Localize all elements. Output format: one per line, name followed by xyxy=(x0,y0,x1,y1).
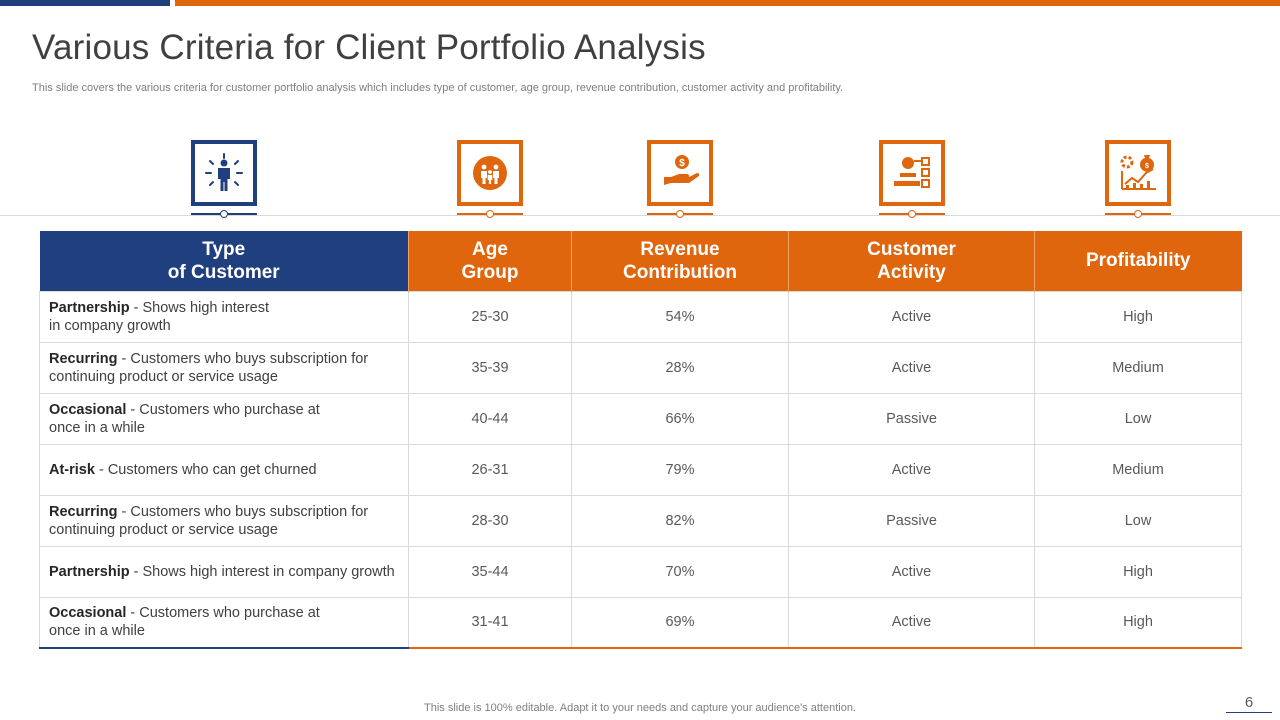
icon-connector-dot xyxy=(486,210,494,218)
svg-text:$: $ xyxy=(679,158,685,169)
cell-profitability: Low xyxy=(1034,392,1242,445)
cell-customer-type: At-risk - Customers who can get churned xyxy=(39,443,409,496)
cell-customer-type: Occasional - Customers who purchase at on… xyxy=(39,392,409,445)
cell-age-group: 25-30 xyxy=(408,290,572,343)
icon-connector-dot xyxy=(220,210,228,218)
icon-connector-dot xyxy=(1134,210,1142,218)
cell-profitability: Medium xyxy=(1034,341,1242,394)
cell-age-group: 35-44 xyxy=(408,545,572,598)
cell-revenue: 28% xyxy=(571,341,789,394)
table-row: Occasional - Customers who purchase at on… xyxy=(39,596,1242,649)
profit-growth-icon: $ xyxy=(1105,140,1171,206)
customer-activity-icon xyxy=(879,140,945,206)
cell-activity: Active xyxy=(788,443,1035,496)
header-type-of-customer: Type of Customer xyxy=(39,231,409,291)
cell-age-group: 31-41 xyxy=(408,596,572,649)
table-row: At-risk - Customers who can get churned … xyxy=(39,443,1242,496)
group-icon xyxy=(457,140,523,206)
cell-customer-type: Partnership - Shows high interest in comp… xyxy=(39,290,409,343)
header-profitability: Profitability xyxy=(1034,231,1242,291)
slide-subtitle: This slide covers the various criteria f… xyxy=(32,82,844,94)
top-accent-bar-orange xyxy=(175,0,1280,6)
cell-age-group: 40-44 xyxy=(408,392,572,445)
header-customer-activity: Customer Activity xyxy=(788,231,1035,291)
slide-title: Various Criteria for Client Portfolio An… xyxy=(32,28,706,67)
cell-activity: Active xyxy=(788,545,1035,598)
header-revenue-contribution: Revenue Contribution xyxy=(571,231,789,291)
cell-activity: Active xyxy=(788,341,1035,394)
cell-revenue: 82% xyxy=(571,494,789,547)
cell-age-group: 35-39 xyxy=(408,341,572,394)
footer-note: This slide is 100% editable. Adapt it to… xyxy=(424,702,856,714)
icon-column-activity xyxy=(879,140,945,220)
cell-activity: Active xyxy=(788,290,1035,343)
money-hand-icon: $ xyxy=(647,140,713,206)
icon-baseline xyxy=(0,215,1280,216)
page-number: 6 xyxy=(1244,694,1254,711)
cell-customer-type: Occasional - Customers who purchase at on… xyxy=(39,596,409,649)
table-row: Partnership - Shows high interest in comp… xyxy=(39,290,1242,343)
table-row: Recurring - Customers who buys subscript… xyxy=(39,494,1242,547)
top-accent-bar-blue xyxy=(0,0,170,6)
cell-revenue: 54% xyxy=(571,290,789,343)
cell-profitability: High xyxy=(1034,596,1242,649)
icon-column-type xyxy=(191,140,257,220)
cell-revenue: 79% xyxy=(571,443,789,496)
cell-activity: Passive xyxy=(788,392,1035,445)
cell-profitability: High xyxy=(1034,545,1242,598)
cell-customer-type: Recurring - Customers who buys subscript… xyxy=(39,341,409,394)
table-row: Recurring - Customers who buys subscript… xyxy=(39,341,1242,394)
icon-column-profitability: $ xyxy=(1105,140,1171,220)
cell-age-group: 28-30 xyxy=(408,494,572,547)
cell-customer-type: Partnership - Shows high interest in com… xyxy=(39,545,409,598)
cell-revenue: 69% xyxy=(571,596,789,649)
people-network-icon xyxy=(191,140,257,206)
cell-activity: Active xyxy=(788,596,1035,649)
icon-column-age xyxy=(457,140,523,220)
cell-profitability: Medium xyxy=(1034,443,1242,496)
cell-revenue: 70% xyxy=(571,545,789,598)
header-age-group: Age Group xyxy=(408,231,572,291)
page-number-underline xyxy=(1226,712,1272,713)
table-header-row: Type of Customer Age Group Revenue Contribu… xyxy=(39,231,1242,291)
table-row: Partnership - Shows high interest in com… xyxy=(39,545,1242,598)
table-row: Occasional - Customers who purchase at on… xyxy=(39,392,1242,445)
svg-text:$: $ xyxy=(1145,163,1149,170)
icon-connector-dot xyxy=(676,210,684,218)
cell-profitability: Low xyxy=(1034,494,1242,547)
cell-activity: Passive xyxy=(788,494,1035,547)
cell-customer-type: Recurring - Customers who buys subscript… xyxy=(39,494,409,547)
criteria-table: Type of Customer Age Group Revenue Contribu… xyxy=(39,231,1242,649)
cell-revenue: 66% xyxy=(571,392,789,445)
cell-profitability: High xyxy=(1034,290,1242,343)
icon-column-revenue: $ xyxy=(647,140,713,220)
cell-age-group: 26-31 xyxy=(408,443,572,496)
icon-connector-dot xyxy=(908,210,916,218)
